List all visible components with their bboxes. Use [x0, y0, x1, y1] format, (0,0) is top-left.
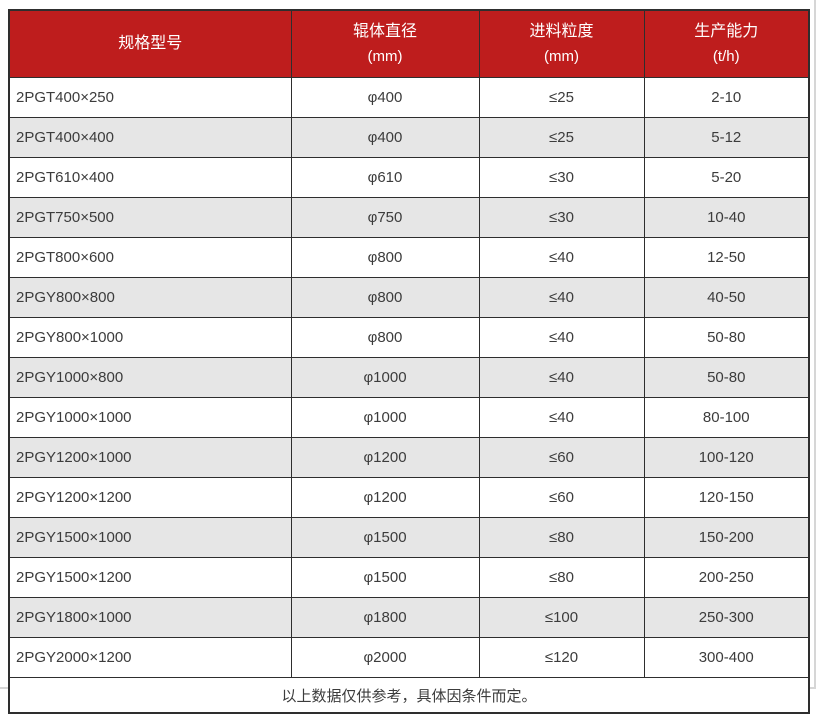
table-row: 2PGY1800×1000 φ1800 ≤100 250-300 [8, 597, 810, 638]
cell-capacity: 300-400 [643, 637, 810, 678]
cell-model: 2PGT610×400 [8, 157, 292, 198]
cell-roller-diameter: φ1200 [290, 477, 480, 518]
cell-capacity: 5-12 [643, 117, 810, 158]
cell-roller-diameter: φ1000 [290, 397, 480, 438]
cell-model: 2PGY2000×1200 [8, 637, 292, 678]
table-row: 2PGY2000×1200 φ2000 ≤120 300-400 [8, 637, 810, 678]
cell-model: 2PGT400×400 [8, 117, 292, 158]
column-header-roller-diameter: 辊体直径 (mm) [290, 9, 480, 78]
spec-table: 规格型号 辊体直径 (mm) 进料粒度 (mm) 生产能力 (t/h) [8, 9, 810, 714]
cell-feed-size: ≤30 [478, 197, 645, 238]
cell-roller-diameter: φ400 [290, 117, 480, 158]
cell-feed-size: ≤25 [478, 77, 645, 118]
cell-capacity: 120-150 [643, 477, 810, 518]
cell-roller-diameter: φ400 [290, 77, 480, 118]
column-header-capacity-label: 生产能力 [694, 23, 759, 40]
cell-feed-size: ≤40 [478, 277, 645, 318]
table-row: 2PGY1500×1000 φ1500 ≤80 150-200 [8, 517, 810, 558]
table-row: 2PGY800×800 φ800 ≤40 40-50 [8, 277, 810, 318]
cell-roller-diameter: φ800 [290, 237, 480, 278]
cell-model: 2PGY800×800 [8, 277, 292, 318]
cell-model: 2PGT750×500 [8, 197, 292, 238]
column-header-feed-size: 进料粒度 (mm) [478, 9, 645, 78]
cell-model: 2PGY1000×800 [8, 357, 292, 398]
cell-roller-diameter: φ1800 [290, 597, 480, 638]
cell-feed-size: ≤30 [478, 157, 645, 198]
cell-capacity: 40-50 [643, 277, 810, 318]
cell-capacity: 80-100 [643, 397, 810, 438]
table-row: 2PGY1200×1200 φ1200 ≤60 120-150 [8, 477, 810, 518]
cell-model: 2PGY1000×1000 [8, 397, 292, 438]
cell-feed-size: ≤80 [478, 517, 645, 558]
cell-roller-diameter: φ610 [290, 157, 480, 198]
cell-capacity: 2-10 [643, 77, 810, 118]
column-header-model-label: 规格型号 [118, 35, 183, 52]
table-header: 规格型号 辊体直径 (mm) 进料粒度 (mm) 生产能力 (t/h) [8, 9, 810, 78]
table-row: 2PGT750×500 φ750 ≤30 10-40 [8, 197, 810, 238]
cell-capacity: 50-80 [643, 317, 810, 358]
table-footer: 以上数据仅供参考，具体因条件而定。 [8, 677, 810, 714]
cell-feed-size: ≤80 [478, 557, 645, 598]
table-row: 2PGT400×250 φ400 ≤25 2-10 [8, 77, 810, 118]
cell-feed-size: ≤60 [478, 437, 645, 478]
header-row: 规格型号 辊体直径 (mm) 进料粒度 (mm) 生产能力 (t/h) [8, 9, 810, 78]
cell-roller-diameter: φ750 [290, 197, 480, 238]
table-row: 2PGT400×400 φ400 ≤25 5-12 [8, 117, 810, 158]
cell-capacity: 50-80 [643, 357, 810, 398]
table-row: 2PGT610×400 φ610 ≤30 5-20 [8, 157, 810, 198]
cell-roller-diameter: φ2000 [290, 637, 480, 678]
cell-feed-size: ≤60 [478, 477, 645, 518]
cell-feed-size: ≤40 [478, 397, 645, 438]
column-header-feed-size-unit: (mm) [544, 48, 579, 65]
cell-model: 2PGY1500×1000 [8, 517, 292, 558]
cell-model: 2PGT400×250 [8, 77, 292, 118]
column-header-feed-size-label: 进料粒度 [529, 23, 594, 40]
cell-roller-diameter: φ800 [290, 277, 480, 318]
cell-model: 2PGY800×1000 [8, 317, 292, 358]
table-row: 2PGY1500×1200 φ1500 ≤80 200-250 [8, 557, 810, 598]
cell-feed-size: ≤40 [478, 317, 645, 358]
cell-feed-size: ≤25 [478, 117, 645, 158]
cell-capacity: 10-40 [643, 197, 810, 238]
cell-roller-diameter: φ1500 [290, 557, 480, 598]
table-footnote: 以上数据仅供参考，具体因条件而定。 [8, 677, 810, 714]
table-row: 2PGY1200×1000 φ1200 ≤60 100-120 [8, 437, 810, 478]
cell-model: 2PGT800×600 [8, 237, 292, 278]
table-body: 2PGT400×250 φ400 ≤25 2-10 2PGT400×400 φ4… [8, 77, 810, 678]
cell-model: 2PGY1800×1000 [8, 597, 292, 638]
cell-model: 2PGY1200×1000 [8, 437, 292, 478]
table-row: 2PGY1000×800 φ1000 ≤40 50-80 [8, 357, 810, 398]
footnote-row: 以上数据仅供参考，具体因条件而定。 [8, 677, 810, 714]
cell-model: 2PGY1200×1200 [8, 477, 292, 518]
cell-roller-diameter: φ1000 [290, 357, 480, 398]
cell-capacity: 200-250 [643, 557, 810, 598]
table-row: 2PGY800×1000 φ800 ≤40 50-80 [8, 317, 810, 358]
column-header-roller-diameter-label: 辊体直径 [352, 23, 417, 40]
cell-capacity: 150-200 [643, 517, 810, 558]
cell-feed-size: ≤40 [478, 237, 645, 278]
cell-feed-size: ≤120 [478, 637, 645, 678]
cell-capacity: 5-20 [643, 157, 810, 198]
table-row: 2PGY1000×1000 φ1000 ≤40 80-100 [8, 397, 810, 438]
cell-feed-size: ≤100 [478, 597, 645, 638]
cell-roller-diameter: φ1200 [290, 437, 480, 478]
column-header-capacity: 生产能力 (t/h) [643, 9, 810, 78]
cell-roller-diameter: φ800 [290, 317, 480, 358]
column-header-roller-diameter-unit: (mm) [367, 48, 403, 65]
page: 规格型号 辊体直径 (mm) 进料粒度 (mm) 生产能力 (t/h) [8, 9, 810, 714]
column-header-model: 规格型号 [8, 9, 292, 78]
table-row: 2PGT800×600 φ800 ≤40 12-50 [8, 237, 810, 278]
cell-feed-size: ≤40 [478, 357, 645, 398]
column-header-capacity-unit: (t/h) [712, 48, 740, 65]
cell-capacity: 100-120 [643, 437, 810, 478]
cell-roller-diameter: φ1500 [290, 517, 480, 558]
cell-model: 2PGY1500×1200 [8, 557, 292, 598]
cell-capacity: 12-50 [643, 237, 810, 278]
cell-capacity: 250-300 [643, 597, 810, 638]
